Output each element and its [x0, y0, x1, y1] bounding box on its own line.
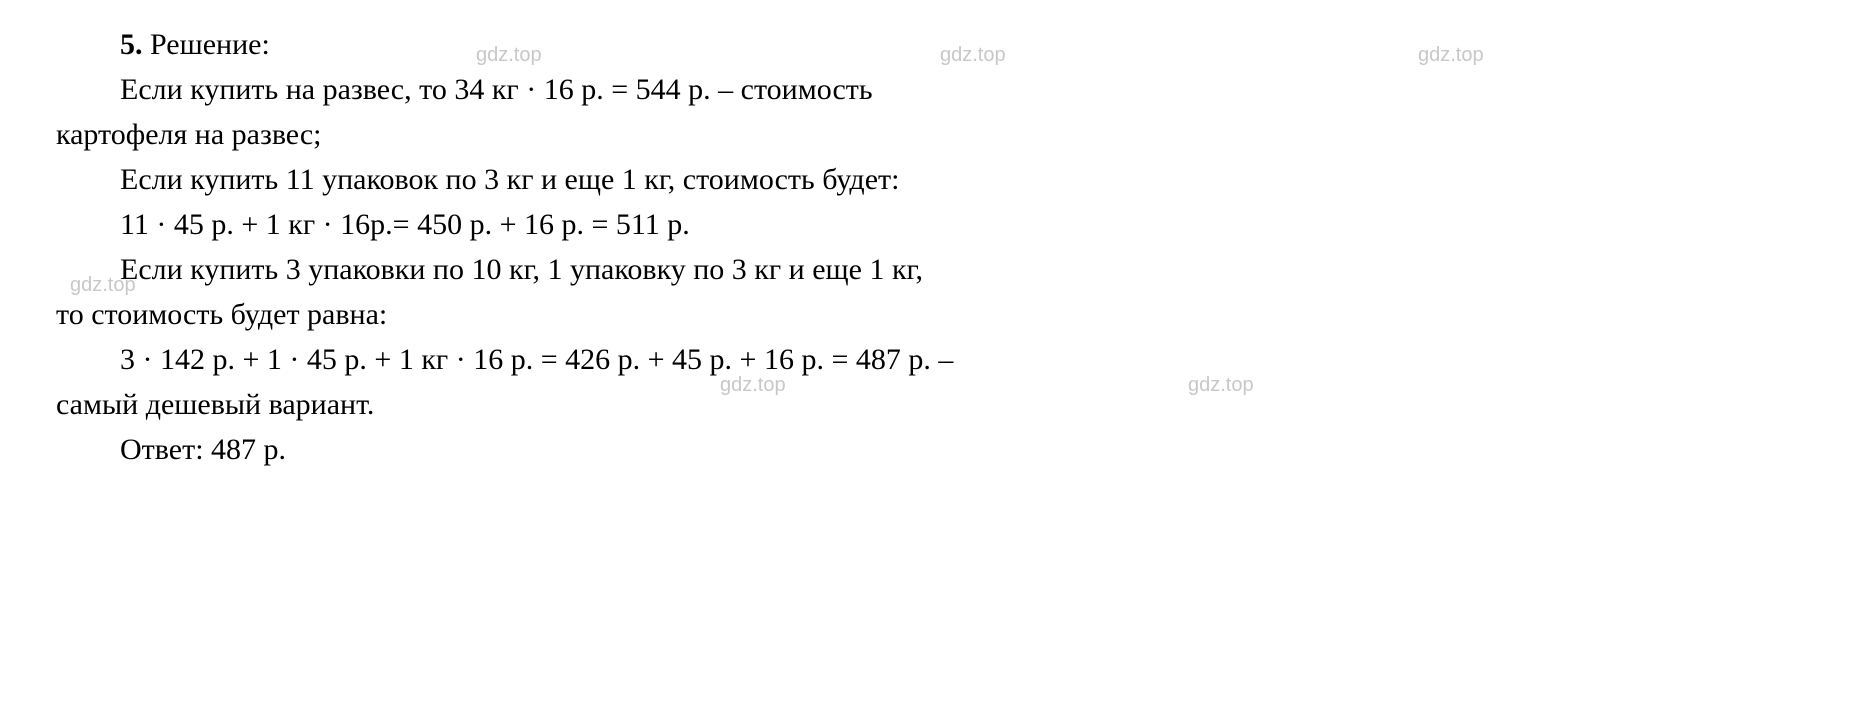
paragraph-line: картофеля на развес;	[56, 112, 1816, 157]
solution-content: 5. Решение: Если купить на развес, то 34…	[56, 22, 1816, 472]
paragraph-line: Если купить 11 упаковок по 3 кг и еще 1 …	[56, 157, 1816, 202]
heading-line: 5. Решение:	[56, 22, 1816, 67]
heading-text: Решение:	[150, 28, 270, 61]
paragraph-line: самый дешевый вариант.	[56, 382, 1816, 427]
paragraph-line: Если купить 3 упаковки по 10 кг, 1 упако…	[56, 247, 1816, 292]
paragraph-line: 3 · 142 р. + 1 · 45 р. + 1 кг · 16 р. = …	[56, 337, 1816, 382]
paragraph-line: Ответ: 487 р.	[56, 427, 1816, 472]
problem-number: 5.	[120, 28, 143, 61]
paragraph-line: то стоимость будет равна:	[56, 292, 1816, 337]
paragraph-line: 11 · 45 р. + 1 кг · 16р.= 450 р. + 16 р.…	[56, 202, 1816, 247]
paragraph-line: Если купить на развес, то 34 кг · 16 р. …	[56, 67, 1816, 112]
